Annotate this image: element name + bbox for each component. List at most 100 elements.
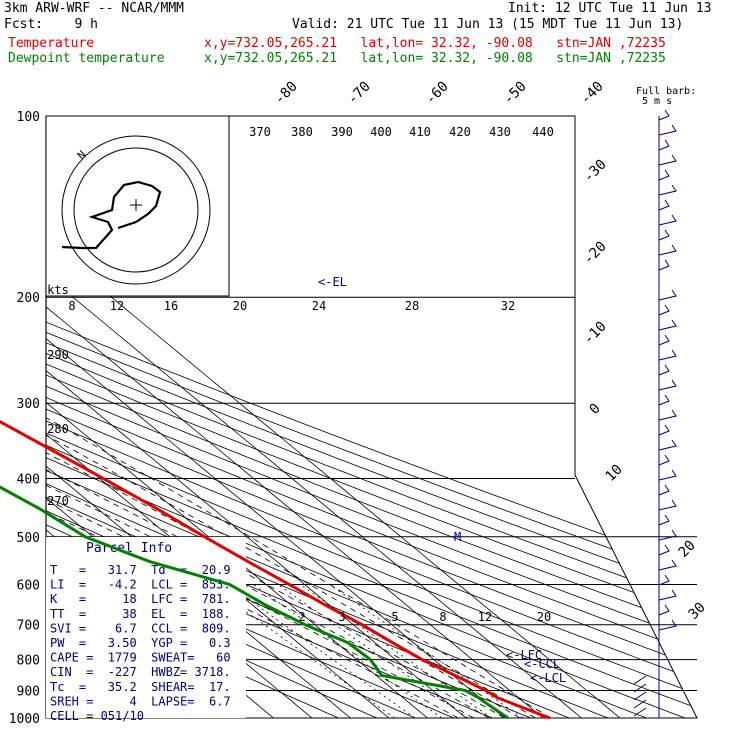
isotherm-label: 0 xyxy=(587,401,604,418)
theta-label: 380 xyxy=(291,125,313,139)
isotherm-label: -50 xyxy=(501,79,530,108)
wind-barb xyxy=(658,169,670,181)
mixing-ratio-label: 20 xyxy=(537,610,551,624)
isotherm-label: 20 xyxy=(676,538,699,561)
pressure-tick-label: 400 xyxy=(17,472,40,487)
dry-adiabat-line xyxy=(46,116,647,718)
pressure-tick-label: 700 xyxy=(17,619,40,634)
hodo-speed-label: 28 xyxy=(405,299,419,313)
hodo-speed-label: 8 xyxy=(68,299,75,313)
wind-barb xyxy=(658,619,677,631)
level-annotation: <-EL xyxy=(318,275,347,289)
dewpoint-location: x,y=732.05,265.21 lat,lon= 32.32, -90.08… xyxy=(204,51,666,66)
isotherm-label: -40 xyxy=(578,79,607,108)
hodo-speed-label: kts xyxy=(47,283,69,297)
dry-adiabat-line xyxy=(46,116,697,718)
wind-barb xyxy=(658,259,670,271)
pressure-tick-label: 300 xyxy=(17,397,40,412)
temperature-legend: Temperature xyxy=(8,36,95,51)
isotherm-label: 10 xyxy=(603,462,626,485)
mixing-ratio-line xyxy=(227,584,416,718)
wind-barb xyxy=(658,124,677,136)
wind-barb xyxy=(633,691,647,701)
dry-adiabat-line xyxy=(46,116,686,718)
wind-barb xyxy=(658,199,670,211)
init-time: Init: 12 UTC Tue 11 Jun 13 xyxy=(508,1,712,16)
wind-barb xyxy=(658,454,670,466)
wind-barb xyxy=(658,319,677,331)
wind-barb xyxy=(658,439,677,451)
pressure-tick-label: 200 xyxy=(17,291,40,306)
mixing-ratio-line xyxy=(208,584,395,718)
hodograph-ring xyxy=(73,147,199,273)
level-annotation: <-LCL xyxy=(530,671,566,685)
hodo-speed-label: 16 xyxy=(164,299,178,313)
wind-barb xyxy=(658,139,670,151)
wind-barb xyxy=(658,604,670,616)
wind-barb xyxy=(633,675,647,685)
dry-adiabat-line xyxy=(46,116,378,718)
dry-adiabat-line xyxy=(46,116,697,718)
parcel-row: SVI = 6.7 CCL = 809. xyxy=(50,621,231,635)
isotherm-line xyxy=(0,116,4,718)
wind-legend-label: Full barb: xyxy=(636,86,696,97)
mark-label: M xyxy=(454,530,461,544)
pressure-tick-label: 100 xyxy=(17,110,40,125)
dry-adiabat-line xyxy=(46,116,697,718)
dry-adiabat-line xyxy=(46,116,697,718)
parcel-row: LI = -4.2 LCL = 853. xyxy=(50,578,231,592)
wind-barb xyxy=(658,424,670,436)
parcel-row: PW = 3.50 YGP = 0.3 xyxy=(50,636,231,650)
hodo-speed-label: 32 xyxy=(501,299,515,313)
wind-barb xyxy=(633,683,647,693)
model-title: 3km ARW-WRF -- NCAR/MMM xyxy=(4,1,185,16)
parcel-row: Tc = 35.2 SHEAR= 17. xyxy=(50,680,231,694)
level-annotation: <-LFC xyxy=(506,648,542,662)
isotherm-label: -20 xyxy=(581,239,610,268)
wind-barb xyxy=(633,699,647,709)
level-annotation: <-CCL xyxy=(524,657,560,671)
isotherm-line xyxy=(46,116,467,718)
parcel-row: SREH = 4 LAPSE= 6.7 xyxy=(50,694,231,708)
wind-barb xyxy=(658,499,677,511)
mixing-ratio-label: 8 xyxy=(439,610,446,624)
mixing-ratio-label: 12 xyxy=(478,610,492,624)
hodo-speed-label: 12 xyxy=(110,299,124,313)
theta-left-label: 280 xyxy=(47,422,69,436)
theta-label: 400 xyxy=(370,125,392,139)
moist-adiabat-line xyxy=(46,296,459,718)
wind-barb xyxy=(658,109,670,121)
isotherm-line xyxy=(46,116,621,718)
dry-adiabat-line xyxy=(46,116,697,718)
wind-barb xyxy=(658,514,670,526)
isotherm-label: 30 xyxy=(686,600,709,623)
isotherm-label: -60 xyxy=(423,79,452,108)
wind-barb xyxy=(658,379,677,391)
pressure-tick-label: 900 xyxy=(17,684,40,699)
parcel-row: T = 31.7 Td = 20.9 xyxy=(50,563,231,577)
hodo-speed-label: 24 xyxy=(312,299,326,313)
wind-barb xyxy=(658,574,670,586)
theta-label: 420 xyxy=(449,125,471,139)
mixing-ratio-label: 3 xyxy=(338,610,345,624)
wind-barb xyxy=(658,154,677,166)
valid-time: Valid: 21 UTC Tue 11 Jun 13 (15 MDT Tue … xyxy=(292,17,684,32)
wind-barb xyxy=(658,394,670,406)
wind-barb xyxy=(658,289,677,301)
temperature-location: x,y=732.05,265.21 lat,lon= 32.32, -90.08… xyxy=(204,36,666,51)
wind-barb xyxy=(658,304,670,316)
pressure-tick-label: 500 xyxy=(17,531,40,546)
wind-barb xyxy=(658,244,677,256)
hodograph-ring xyxy=(61,135,211,285)
dry-adiabat-line xyxy=(46,116,697,718)
isotherm-label: -70 xyxy=(345,79,374,108)
wind-barb xyxy=(658,589,677,601)
wind-barb xyxy=(658,364,670,376)
hodograph-panel xyxy=(45,115,230,297)
dewpoint-legend: Dewpoint temperature xyxy=(8,51,165,66)
isotherm-label: -30 xyxy=(581,157,610,186)
theta-left-label: 270 xyxy=(47,494,69,508)
theta-left-label: 290 xyxy=(47,348,69,362)
mixing-ratio-line xyxy=(253,584,443,718)
wind-barb xyxy=(658,409,677,421)
